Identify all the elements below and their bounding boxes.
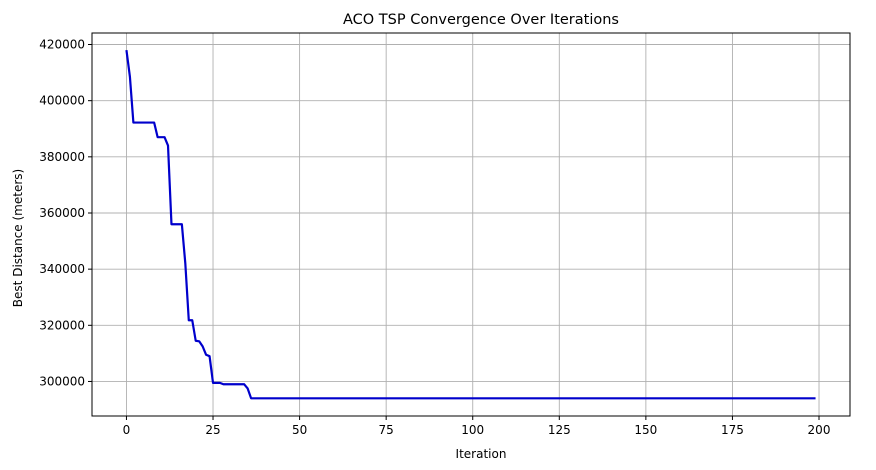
y-tick-label: 400000: [39, 94, 85, 108]
x-tick-label: 100: [461, 423, 484, 437]
x-tick-label: 200: [808, 423, 831, 437]
plot-area: [92, 33, 850, 416]
y-tick-label: 320000: [39, 318, 85, 332]
x-tick-label: 50: [292, 423, 307, 437]
y-tick-label: 380000: [39, 150, 85, 164]
y-tick-label: 360000: [39, 206, 85, 220]
grid-lines: [92, 33, 850, 416]
axes: [91, 32, 851, 417]
x-axis-ticks: 0 25 50 75 100 125 150 175 200: [123, 416, 831, 437]
chart-title: ACO TSP Convergence Over Iterations: [343, 12, 619, 28]
x-tick-label: 125: [548, 423, 571, 437]
y-axis-ticks: 300000 320000 340000 360000 380000 400000 4200…: [39, 38, 92, 388]
x-tick-label: 25: [205, 423, 220, 437]
y-axis-label: Best Distance (meters): [11, 169, 25, 307]
plot-background: [92, 33, 850, 416]
series-layer: [125, 49, 816, 400]
x-axis-label: Iteration: [456, 447, 507, 461]
x-tick-label: 150: [634, 423, 657, 437]
series-line: [125, 49, 816, 400]
x-tick-label: 0: [123, 423, 131, 437]
y-tick-label: 340000: [39, 262, 85, 276]
y-tick-label: 300000: [39, 374, 85, 388]
x-tick-label: 175: [721, 423, 744, 437]
axes-frame: [91, 32, 851, 417]
x-tick-label: 75: [379, 423, 394, 437]
y-tick-label: 420000: [39, 38, 85, 52]
